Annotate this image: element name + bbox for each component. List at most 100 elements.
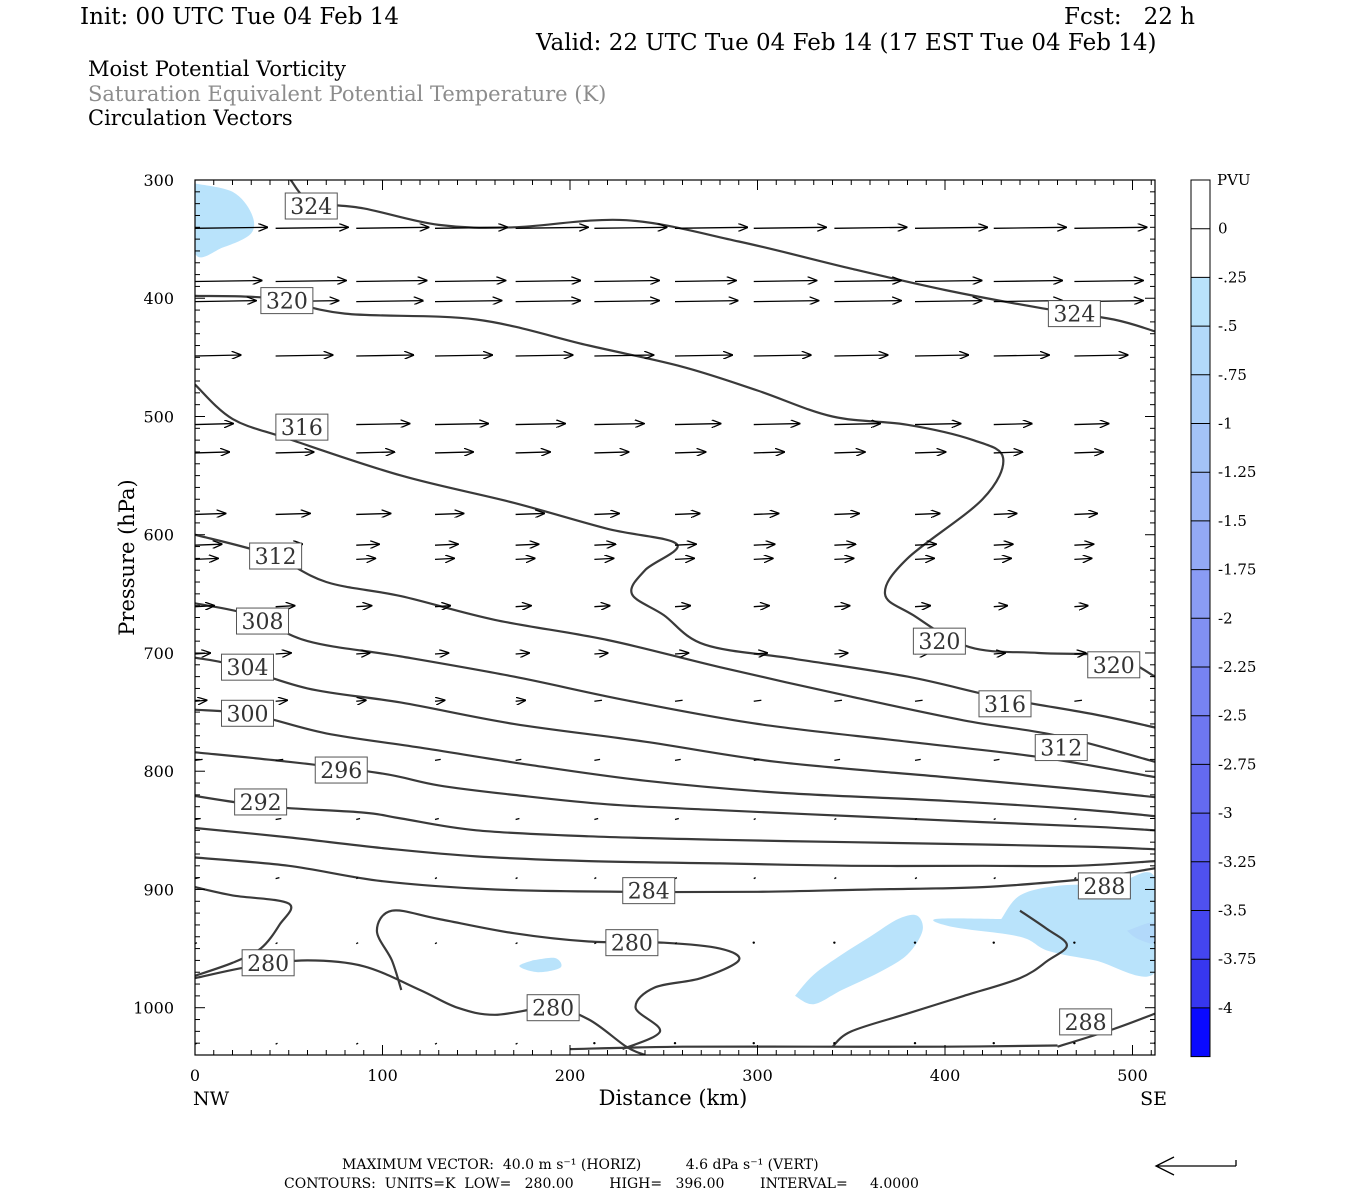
contour-label-box (284, 192, 338, 220)
circulation-vector (195, 700, 206, 701)
circulation-vector (356, 281, 426, 282)
circulation-vector (993, 877, 996, 880)
contour-label-box (249, 542, 303, 570)
circulation-vector (275, 653, 291, 654)
circulation-vector (914, 424, 961, 425)
circulation-vector (1154, 700, 1155, 702)
circulation-vector (674, 513, 700, 514)
contour-320-1 (195, 294, 1155, 678)
colorbar-label: -1.75 (1218, 561, 1256, 579)
colorbar-swatch (1191, 472, 1210, 521)
contour-label-box (526, 994, 580, 1022)
x-tick-label: 400 (930, 1066, 961, 1085)
circulation-vector (594, 558, 613, 559)
circulation-vector (753, 513, 779, 514)
contour-label-292: 292 (240, 791, 282, 816)
circulation-vector (594, 877, 597, 880)
circulation-vector (1074, 544, 1093, 545)
colorbar-label: -2.25 (1218, 658, 1256, 676)
pv-region-0 (195, 183, 255, 258)
circulation-vector (275, 452, 314, 453)
circulation-vector (834, 301, 901, 302)
circulation-vector (1074, 452, 1103, 453)
contour-label-284: 284 (628, 880, 670, 905)
circulation-vector (674, 942, 678, 945)
circulation-vector (914, 355, 968, 356)
circulation-vector (834, 544, 855, 545)
circulation-vector (515, 424, 565, 425)
field-theta-title: Saturation Equivalent Potential Temperat… (88, 82, 607, 106)
circulation-vector (434, 1042, 438, 1045)
colorbar-label: -2.75 (1218, 755, 1256, 773)
circulation-vector (1154, 300, 1155, 302)
circulation-vector (195, 301, 256, 302)
circulation-vector (914, 281, 982, 282)
circulation-vector (914, 877, 918, 880)
contour-label-324: 324 (1053, 303, 1095, 328)
circulation-vector (914, 301, 982, 302)
colorbar-label: -2.5 (1218, 707, 1247, 725)
circulation-vector (1154, 513, 1155, 515)
circulation-vector (434, 817, 439, 821)
contour-info: CONTOURS: UNITS=K LOW= 280.00 HIGH= 396.… (284, 1176, 919, 1192)
circulation-vector (753, 653, 767, 654)
circulation-vector (674, 653, 688, 654)
reference-vector (1154, 1156, 1237, 1176)
contour-label-316: 316 (281, 416, 323, 441)
colorbar-label: -3.75 (1218, 950, 1256, 968)
circulation-vector (434, 877, 438, 880)
field-pv-title: Moist Potential Vorticity (88, 57, 346, 81)
pv-region-4 (1126, 922, 1155, 944)
contour-288-15 (1057, 1012, 1155, 1048)
circulation-vector (515, 452, 550, 453)
colorbar-swatch (1191, 813, 1210, 862)
circulation-vector (195, 544, 222, 545)
colorbar-label: -1 (1218, 415, 1233, 433)
circulation-vector (1154, 558, 1155, 560)
circulation-vector (594, 758, 601, 762)
colorbar-label: -3.25 (1218, 853, 1256, 871)
circulation-vector (434, 606, 450, 607)
valid-time: Valid: 22 UTC Tue 04 Feb 14 (17 EST Tue … (536, 30, 1157, 56)
circulation-vector (434, 544, 458, 545)
circulation-vector (275, 877, 280, 880)
circulation-vector (914, 452, 945, 453)
circulation-vector (434, 452, 473, 453)
contour-label-316: 316 (984, 693, 1026, 718)
contour-label-324: 324 (290, 195, 332, 220)
circulation-vector (914, 817, 918, 821)
circulation-vector (515, 877, 518, 880)
contour-label-box (978, 690, 1032, 718)
circulation-vector (356, 513, 390, 514)
circulation-vector (914, 699, 923, 702)
circulation-vector (195, 355, 241, 356)
circulation-vector (674, 606, 690, 607)
circulation-vector (594, 817, 599, 821)
y-tick-label: 300 (143, 171, 174, 190)
colorbar-label: 0 (1218, 220, 1228, 238)
circulation-vector (594, 281, 659, 282)
circulation-vector (1154, 606, 1155, 607)
colorbar-swatch (1191, 1007, 1210, 1057)
circulation-vector (1074, 653, 1085, 654)
circulation-vector (753, 558, 773, 559)
circulation-vector (1074, 558, 1091, 559)
circulation-vector (914, 544, 936, 545)
circulation-vector (515, 355, 573, 356)
contour-label-box (1034, 734, 1088, 762)
colorbar-label: -3.5 (1218, 902, 1247, 920)
circulation-vector (1154, 280, 1155, 282)
contour-label-box (622, 877, 676, 905)
contour-label-280: 280 (247, 952, 289, 977)
circulation-vector (356, 355, 413, 356)
y-axis-label: Pressure (hPa) (115, 479, 139, 635)
circulation-vector (434, 301, 502, 302)
contour-label-box (1059, 1008, 1113, 1036)
contour-284-11 (195, 886, 293, 977)
contour-label-box (221, 699, 274, 727)
contour-label-box (234, 788, 288, 816)
colorbar-swatch (1191, 180, 1210, 229)
max-vector-note: MAXIMUM VECTOR: 40.0 m s⁻¹ (HORIZ) 4.6 d… (342, 1157, 819, 1173)
circulation-vector (674, 424, 721, 425)
y-tick-label: 600 (143, 526, 174, 545)
